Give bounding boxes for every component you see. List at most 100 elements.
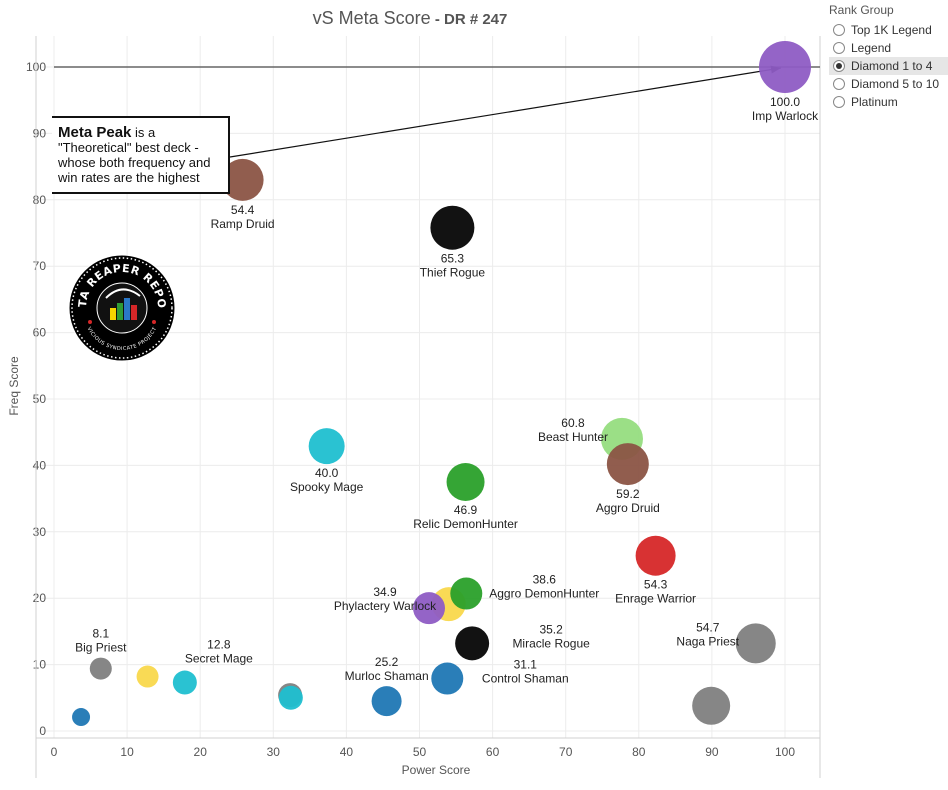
x-tick-label: 70 [559,745,573,759]
y-tick-label: 30 [33,525,47,539]
y-tick-label: 40 [33,458,47,472]
data-label-name: Spooky Mage [290,480,364,494]
data-point[interactable] [450,577,483,610]
data-point[interactable] [446,463,485,501]
data-label-score: 46.9 [454,503,478,517]
chart-title-sub: - DR # 247 [430,11,508,28]
data-label-name: Big Priest [75,641,127,655]
data-label-score: 100.0 [770,95,800,109]
data-point[interactable] [89,657,112,680]
data-label-name: Secret Mage [185,652,253,666]
data-point[interactable] [431,662,464,695]
y-tick-label: 50 [33,392,47,406]
data-label-score: 8.1 [92,627,109,641]
data-point[interactable] [308,428,345,465]
data-label-score: 38.6 [533,573,557,587]
x-tick-label: 50 [413,745,427,759]
data-point[interactable] [455,626,490,661]
x-tick-label: 90 [705,745,719,759]
x-axis-title: Power Score [402,763,471,777]
gridlines [40,36,820,738]
radio-unchecked-icon[interactable] [833,78,845,90]
chart-title: vS Meta Score - DR # 247 [0,8,820,29]
data-label-name: Thief Rogue [420,266,486,280]
data-label-score: 54.4 [231,203,255,217]
data-label-score: 54.7 [696,620,720,634]
x-tick-label: 80 [632,745,646,759]
rank-group-option[interactable]: Diamond 1 to 4 [829,57,948,75]
data-point[interactable] [172,670,197,695]
data-point[interactable] [371,686,402,717]
radio-unchecked-icon[interactable] [833,42,845,54]
data-label-name: Imp Warlock [752,109,819,123]
y-tick-label: 80 [33,193,47,207]
data-label-score: 54.3 [644,578,668,592]
data-label-name: Miracle Rogue [512,636,590,650]
data-reaper-logo: DATA REAPER REPORT VICIOUS SYNDICATE PRO… [68,254,176,362]
data-points [72,41,811,727]
rank-group-option[interactable]: Top 1K Legend [829,21,948,39]
radio-checked-icon[interactable] [833,60,845,72]
y-tick-label: 90 [33,126,47,140]
rank-group-legend: Rank Group Top 1K Legend Legend Diamond 1 … [829,3,948,111]
y-tick-label: 70 [33,259,47,273]
data-point[interactable] [72,708,91,727]
data-point[interactable] [635,535,676,576]
rank-group-option-label: Legend [851,41,892,55]
data-point[interactable] [413,592,446,625]
data-label-score: 31.1 [514,658,538,672]
legend-items: Top 1K Legend Legend Diamond 1 to 4 Diamond… [829,21,948,111]
y-axis-title: Freq Score [7,356,21,416]
data-label-name: Naga Priest [676,634,739,648]
meta-peak-annotation: Meta Peak is a "Theoretical" best deck -… [52,116,230,194]
x-tick-label: 100 [775,745,795,759]
rank-group-option[interactable]: Platinum [829,93,948,111]
x-tick-label: 60 [486,745,500,759]
axes: 0 10 20 30 40 50 60 70 80 90 100 0 10 20 30 40 50 60 70 80 9… [26,36,821,778]
data-point[interactable] [430,205,475,250]
y-tick-label: 10 [33,658,47,672]
data-point[interactable] [606,443,649,486]
data-label-score: 34.9 [373,585,397,599]
data-point[interactable] [221,158,264,201]
data-label-name: Murloc Shaman [345,669,429,683]
data-point[interactable] [136,665,159,688]
rank-group-option[interactable]: Diamond 5 to 10 [829,75,948,93]
data-label-score: 12.8 [207,638,231,652]
annotation-text: is a "Theoretical" best deck - whose bot… [58,125,211,185]
data-point[interactable] [278,685,303,710]
data-label-score: 60.8 [561,416,585,430]
x-tick-label: 30 [267,745,281,759]
data-point[interactable] [735,623,776,664]
annotation-title: Meta Peak [58,124,132,141]
data-label-name: Control Shaman [482,672,569,686]
y-tick-label: 20 [33,591,47,605]
chart-title-main: vS Meta Score [312,8,431,28]
data-label-score: 25.2 [375,655,399,669]
rank-group-option-label: Top 1K Legend [851,23,932,37]
data-label-name: Enrage Warrior [615,592,696,606]
rank-group-option-label: Platinum [851,95,898,109]
data-label-score: 59.2 [616,487,640,501]
data-label-score: 65.3 [441,252,465,266]
x-tick-label: 10 [120,745,134,759]
data-label-name: Ramp Druid [211,217,275,231]
data-label-score: 35.2 [539,622,563,636]
radio-unchecked-icon[interactable] [833,96,845,108]
legend-title: Rank Group [829,3,894,17]
rank-group-option-label: Diamond 1 to 4 [851,59,933,73]
x-tick-label: 40 [340,745,354,759]
data-label-name: Phylactery Warlock [334,599,437,613]
data-label-name: Beast Hunter [538,430,608,444]
radio-unchecked-icon[interactable] [833,24,845,36]
data-point[interactable] [759,41,811,93]
rank-group-option[interactable]: Legend [829,39,948,57]
data-label-score: 40.0 [315,466,339,480]
data-label-name: Aggro Druid [596,501,660,515]
data-label-name: Aggro DemonHunter [489,587,599,601]
rank-group-option-label: Diamond 5 to 10 [851,77,940,91]
data-point[interactable] [692,686,731,725]
y-tick-label: 60 [33,326,47,340]
